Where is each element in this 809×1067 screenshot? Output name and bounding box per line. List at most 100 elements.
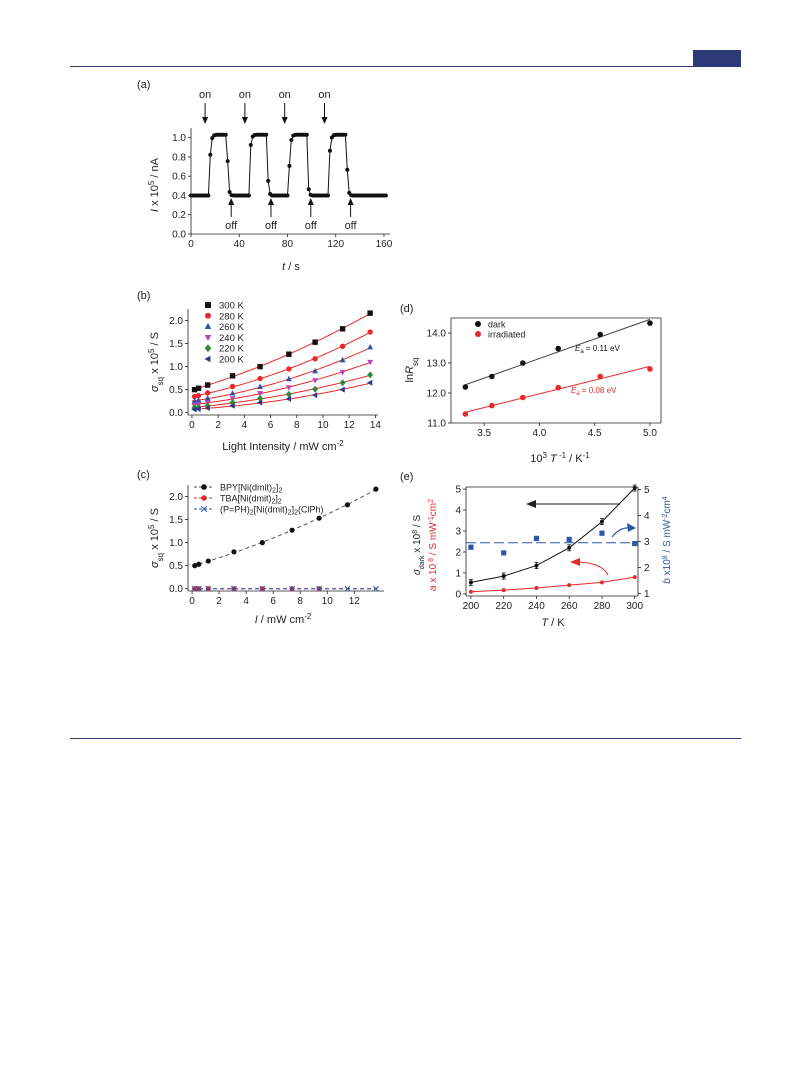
data-point: [306, 187, 311, 192]
data-point: [286, 366, 292, 372]
chart-a-ylabel: I x 105 / nA: [147, 157, 162, 212]
data-point: [257, 383, 264, 390]
chart-c-ylabel: σsq x 105 / S: [147, 508, 165, 568]
annotation: Ea = 0.08 eV: [571, 386, 617, 397]
legend-marker: [201, 495, 207, 501]
x-stroke: [200, 505, 208, 513]
x-tick-label: 5.0: [643, 428, 657, 439]
x-tick-label: 8: [297, 596, 303, 607]
x-tick-label: 4: [243, 596, 249, 607]
fit-line-280-K: [191, 332, 370, 398]
data-point: [597, 331, 604, 338]
y-tick-label: 0.5: [169, 561, 183, 572]
data-point: [205, 558, 211, 564]
x-tick-label: 280: [594, 601, 611, 612]
x-tick-label: 80: [282, 239, 294, 250]
data-point: [195, 397, 202, 403]
chart-e-ylabel-left2: a x 10 8 / S mW-1cm2: [428, 499, 440, 591]
data-point: [367, 344, 374, 350]
y-tick-label: 1.5: [169, 339, 183, 350]
x-tick-label: 10: [322, 596, 334, 607]
on-arrow-head: [202, 117, 209, 124]
data-point: [534, 586, 539, 591]
y-tick-label: 1: [455, 568, 461, 579]
fit-line-260-K: [191, 347, 370, 402]
data-point: [192, 563, 198, 569]
data-point: [231, 585, 237, 592]
data-point: [287, 163, 292, 168]
x-stroke: [231, 585, 237, 592]
x-tick-label: 2: [216, 596, 222, 607]
b-point: [533, 535, 540, 541]
x-tick-label: 120: [327, 239, 344, 250]
data-point: [266, 178, 271, 183]
data-point: [223, 132, 228, 137]
b-point: [632, 540, 638, 547]
arrow-blue-head: [627, 523, 636, 532]
b-point: [501, 550, 507, 556]
legend-label: 300 K: [219, 301, 244, 312]
off-label: off: [305, 220, 318, 232]
x-tick-label: 6: [268, 420, 274, 431]
legend-marker: [475, 321, 481, 327]
data-point: [204, 395, 211, 401]
chart-d-xlabel: 103 T -1 / K-1: [530, 451, 590, 466]
footer-rule: [70, 738, 741, 739]
panel-label-b: (b): [137, 290, 150, 302]
legend-label: BPY[Ni(dmit)2]2: [220, 483, 282, 495]
data-point: [195, 406, 201, 412]
data-point: [520, 360, 526, 366]
legend-label: TBA[Ni(dmit)2]2: [220, 494, 282, 506]
data-point: [632, 575, 637, 580]
x-tick-label: 260: [561, 601, 578, 612]
panel-label-a: (a): [137, 79, 150, 91]
chart-b-xlabel: Light Intensity / mW cm-2: [222, 439, 344, 454]
y-tick-label: 4: [455, 506, 461, 517]
x-tick-label: 6: [270, 596, 276, 607]
y-tick-label: 0.8: [172, 152, 186, 163]
chart-c-legend: BPY[Ni(dmit)2]2TBA[Ni(dmit)2]2(P=PH)2[Ni…: [194, 483, 324, 517]
panel-label-d: (d): [400, 303, 413, 315]
y-tick-label: 0.4: [172, 191, 186, 202]
data-point: [462, 411, 469, 417]
chart-e-data: [466, 484, 638, 594]
data-point: [285, 193, 290, 198]
x-stroke: [205, 585, 212, 592]
data-point: [285, 395, 292, 402]
b-point: [566, 536, 572, 543]
data-point: [383, 193, 388, 198]
chart-c-data: [191, 486, 379, 592]
data-point: [246, 193, 251, 198]
data-point: [316, 515, 322, 521]
off-arrow-head: [228, 198, 235, 205]
y-right-tick-label: 2: [644, 563, 650, 574]
legend-label: 200 K: [219, 355, 244, 366]
x-stroke: [316, 585, 323, 592]
data-point: [339, 326, 346, 332]
series-line: [470, 576, 635, 593]
data-point: [599, 580, 604, 585]
y-tick-label: 13.0: [427, 359, 447, 370]
x-tick-label: 220: [495, 601, 512, 612]
data-point: [367, 359, 374, 366]
data-point: [210, 136, 215, 141]
chart-a-xlabel: t / s: [282, 261, 300, 273]
y-tick-label: 0.0: [172, 230, 186, 241]
x-tick-label: 4: [242, 420, 248, 431]
data-point: [225, 159, 230, 164]
legend-label: 240 K: [219, 333, 244, 344]
panel-label-e: (e): [400, 471, 413, 483]
data-point: [316, 585, 323, 592]
data-point: [256, 399, 263, 406]
data-point: [206, 193, 211, 198]
data-point: [367, 329, 373, 335]
data-point: [229, 402, 235, 409]
x-tick-label: 12: [344, 420, 356, 431]
data-point: [520, 394, 526, 401]
x-tick-label: 300: [626, 601, 643, 612]
data-point: [204, 382, 211, 388]
